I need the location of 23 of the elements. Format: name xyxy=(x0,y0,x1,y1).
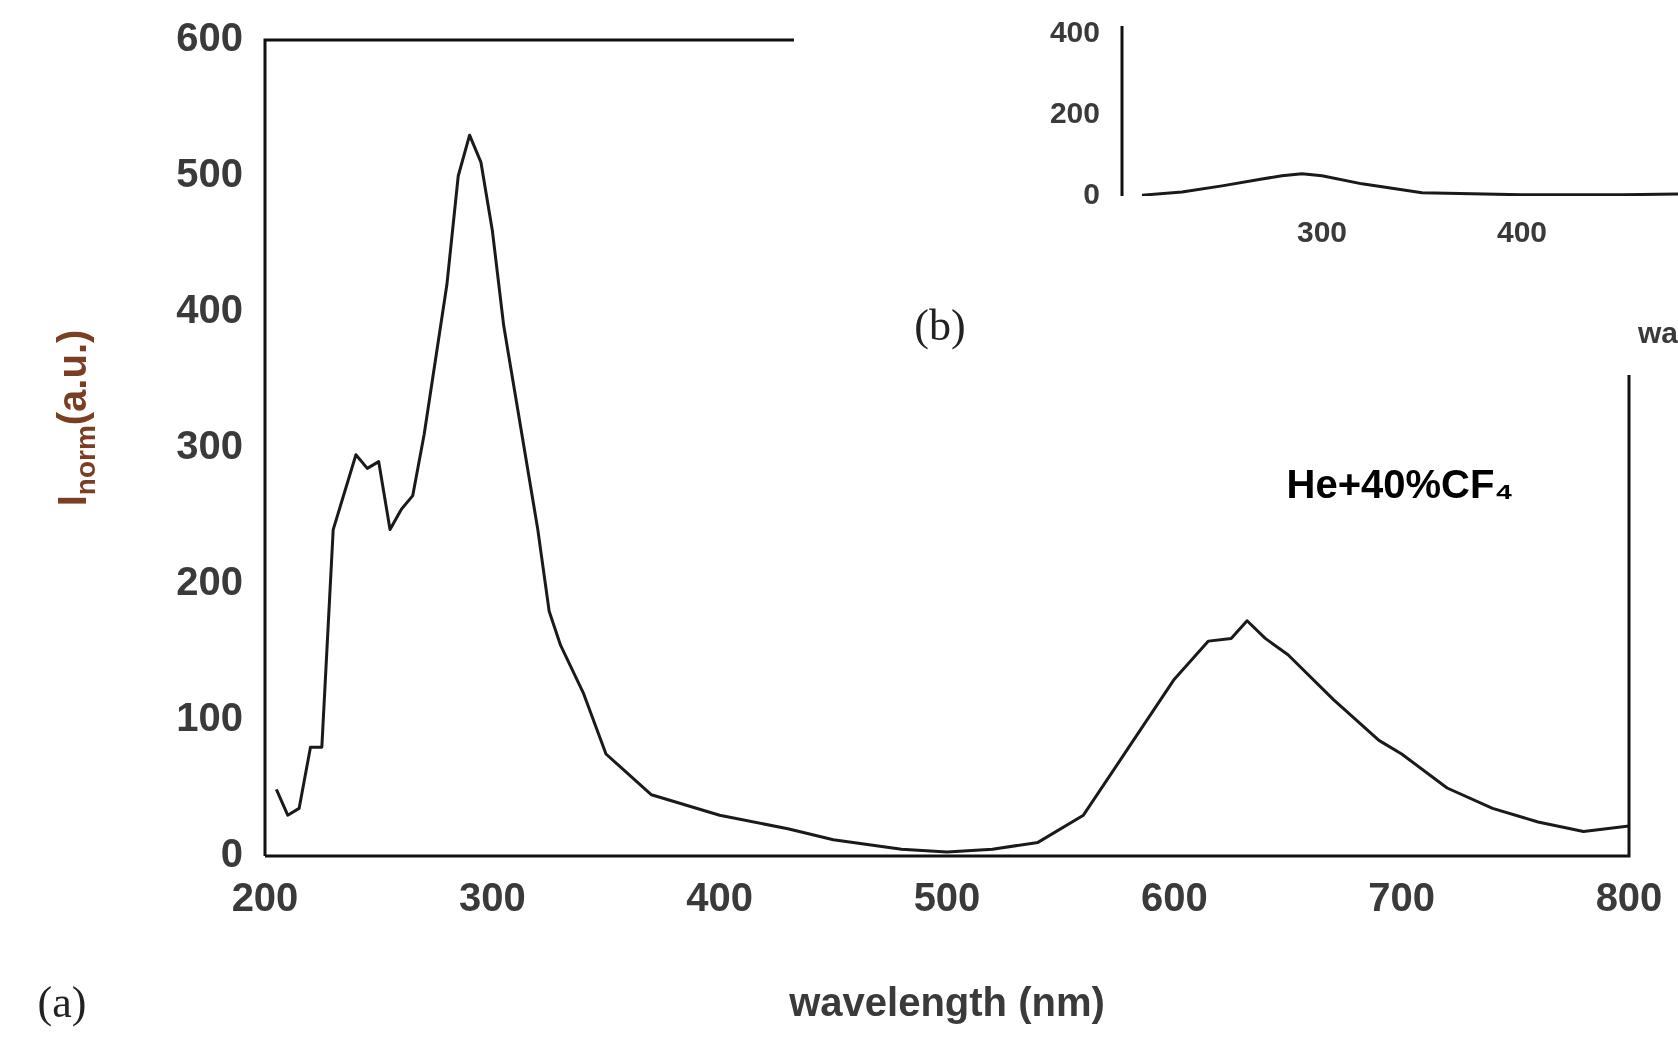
x-tick-label: 300 xyxy=(458,875,526,920)
x-tick-label: 400 xyxy=(686,875,754,920)
x-tick-label: 600 xyxy=(1140,875,1208,920)
x-tick-label: 500 xyxy=(913,875,981,920)
text: (a) xyxy=(37,977,87,1027)
y-axis-title: Inorm(a.u.) xyxy=(50,329,101,507)
y-tick-label: 0 xyxy=(1083,177,1100,211)
x-tick-label: 200 xyxy=(231,875,299,920)
y-tick-label: 100 xyxy=(176,695,243,740)
x-tick-label: 700 xyxy=(1368,875,1436,920)
y-tick-label: 0 xyxy=(220,831,243,876)
y-tick-label: 400 xyxy=(1049,15,1100,49)
y-tick-label: 400 xyxy=(176,287,243,332)
x-axis-title: wavelength (nm) xyxy=(788,980,1105,1025)
x-axis-title: wa xyxy=(1636,316,1678,350)
annotation: (b) xyxy=(914,300,966,350)
y-tick-label: 200 xyxy=(1049,96,1100,130)
y-tick-label: 200 xyxy=(176,559,243,604)
annotation: He+40%CF₄ xyxy=(1286,462,1514,507)
y-tick-label: 600 xyxy=(176,15,243,60)
x-tick-label: 800 xyxy=(1595,875,1663,920)
y-tick-label: 500 xyxy=(176,151,243,196)
y-tick-label: 300 xyxy=(176,423,243,468)
